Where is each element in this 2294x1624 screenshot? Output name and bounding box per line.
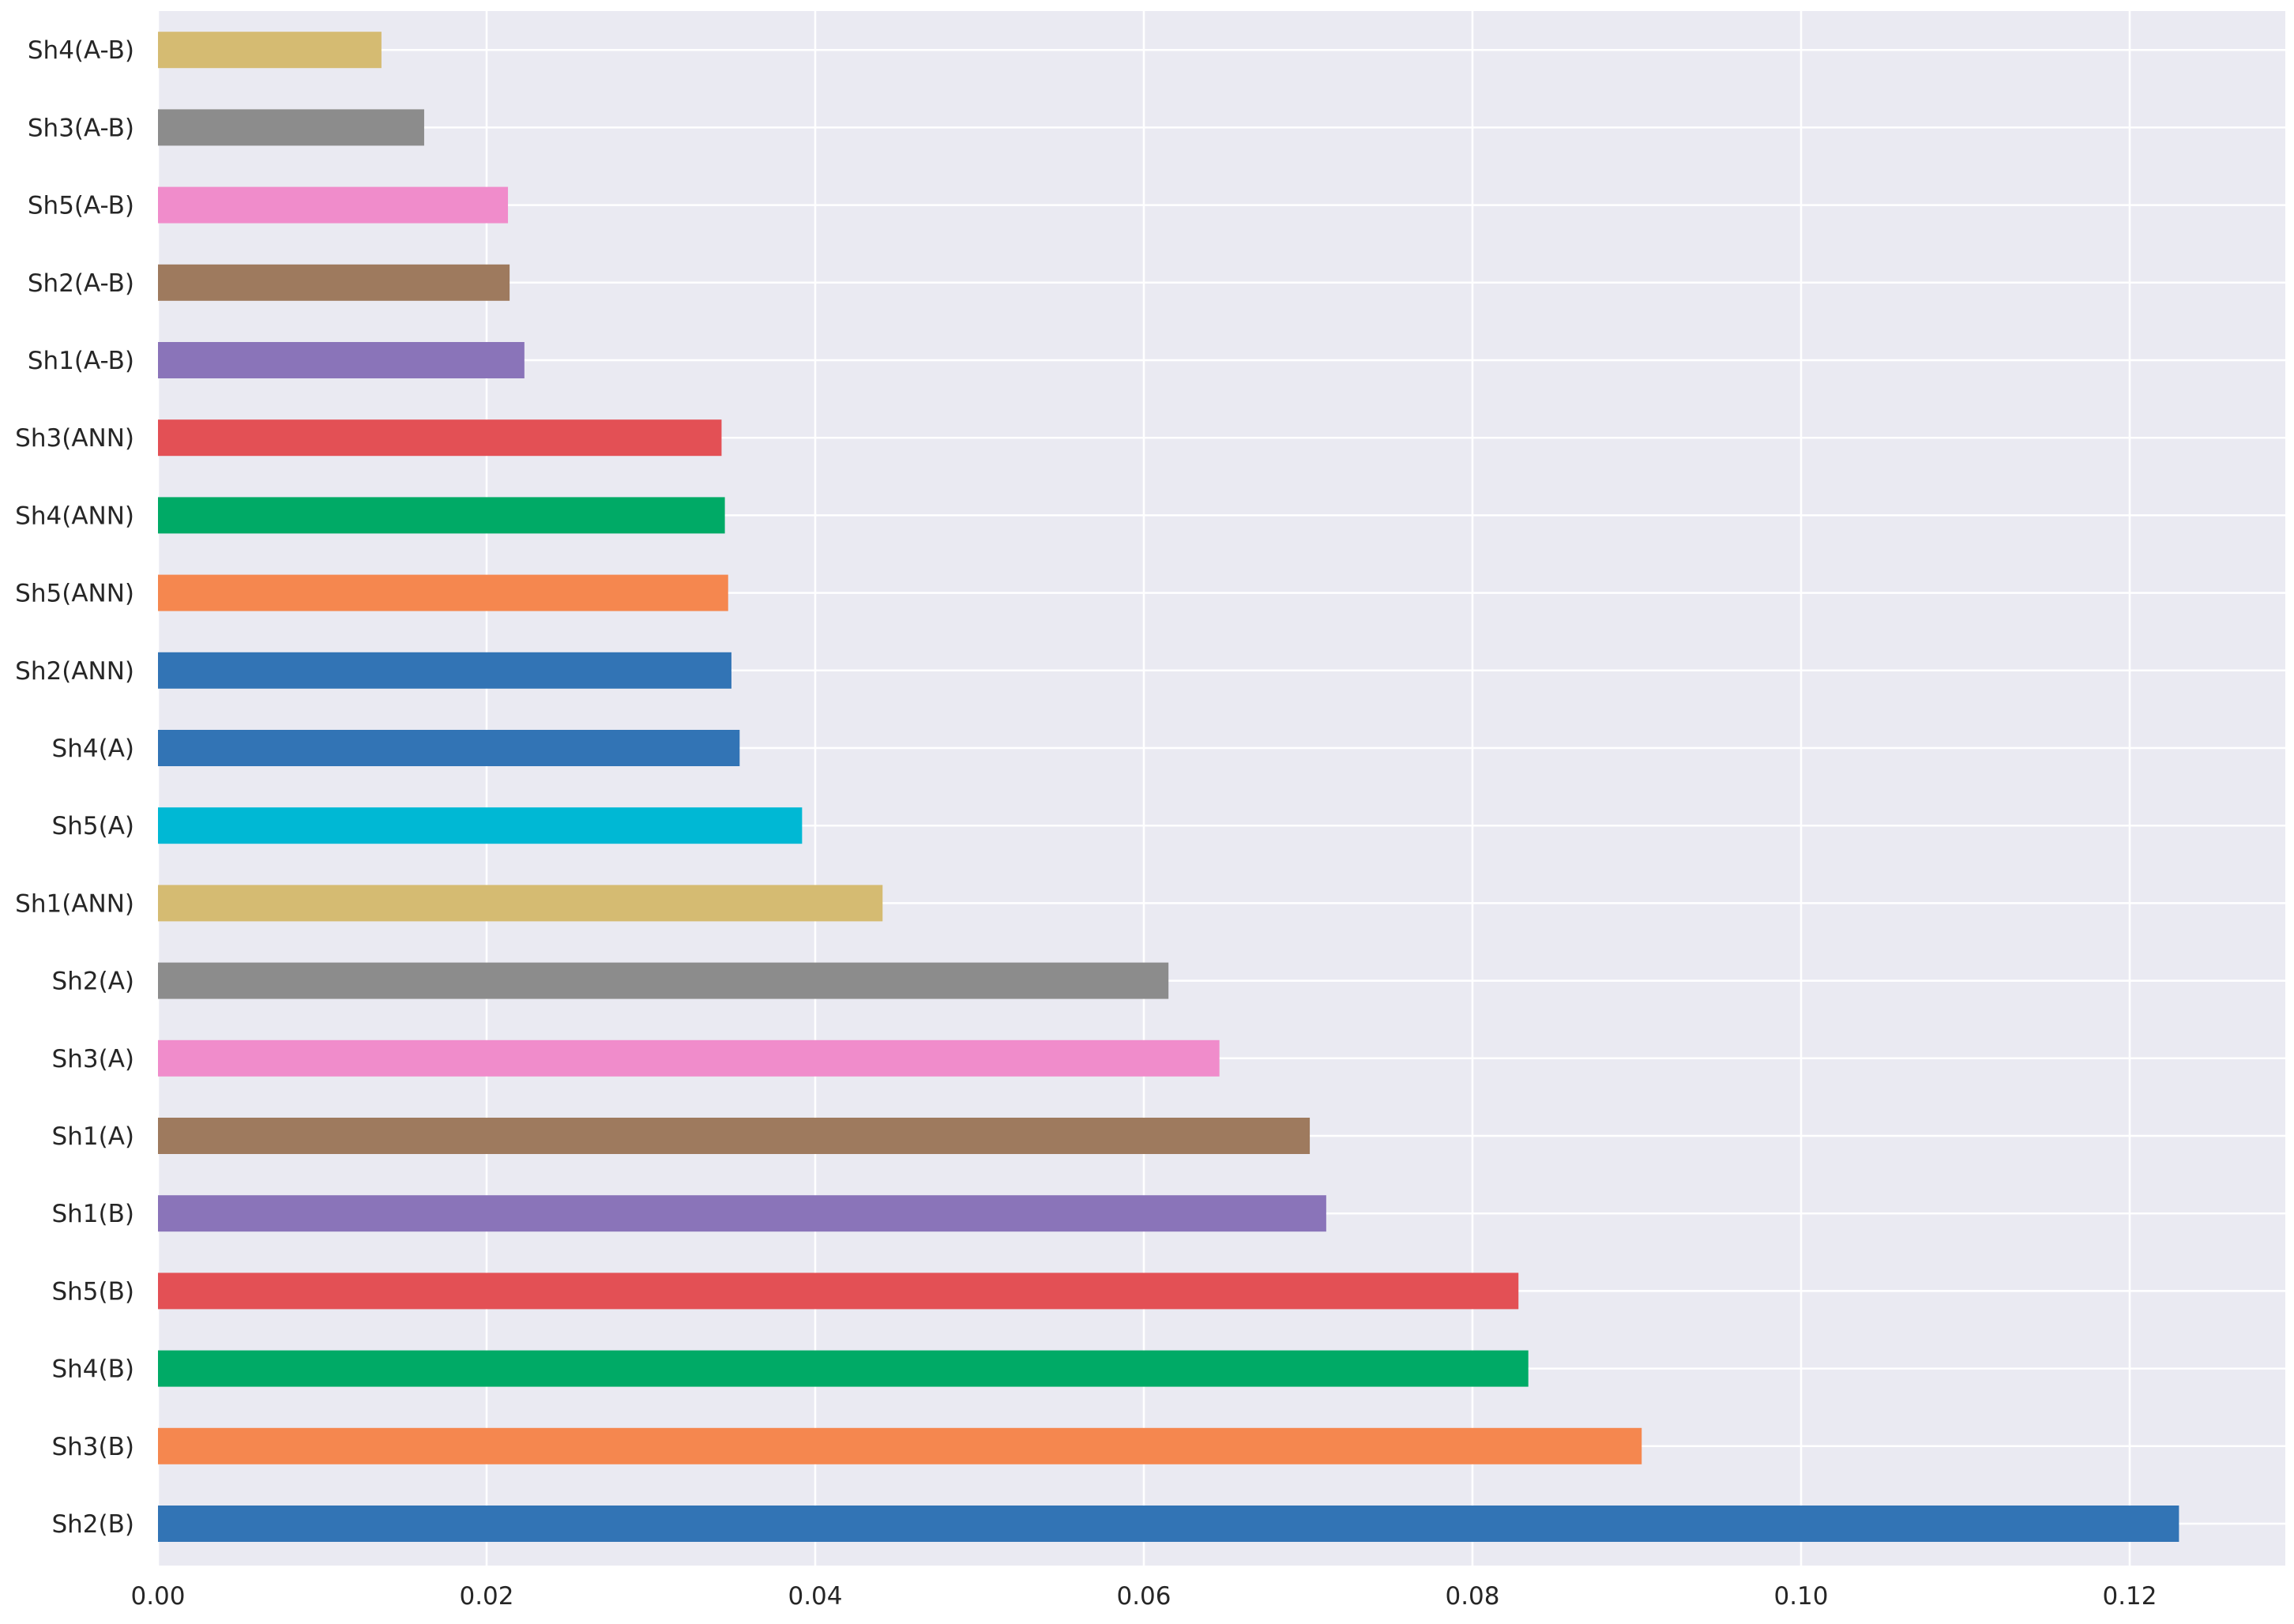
y-tick-label: Sh4(A) xyxy=(52,735,134,763)
y-tick-label: Sh3(A-B) xyxy=(28,114,134,142)
bar-sh2a-b xyxy=(158,264,510,301)
y-tick-label: Sh1(ANN) xyxy=(15,889,134,918)
y-tick-label: Sh1(B) xyxy=(51,1200,134,1228)
y-tick-label: Sh3(A) xyxy=(52,1045,134,1073)
bar-sh1ann xyxy=(158,885,883,922)
bar-sh2ann xyxy=(158,652,731,689)
x-tick-label: 0.12 xyxy=(2102,1582,2157,1611)
y-tick-label: Sh3(B) xyxy=(51,1433,134,1461)
y-tick-label: Sh5(A-B) xyxy=(28,192,134,220)
bar-sh3a xyxy=(158,1039,1220,1077)
bar-sh5a xyxy=(158,807,803,844)
x-tick-label: 0.02 xyxy=(459,1582,513,1611)
y-tick-label: Sh4(B) xyxy=(51,1355,134,1384)
y-tick-labels: Sh2(B) Sh3(B) Sh4(B) Sh5(B) Sh1(B) Sh1(A) Sh3(… xyxy=(15,36,134,1539)
bars xyxy=(158,32,2179,1542)
y-tick-label: Sh4(ANN) xyxy=(15,502,134,530)
y-tick-label: Sh1(A) xyxy=(52,1122,134,1151)
bar-sh4a-b xyxy=(158,32,382,69)
x-tick-label: 0.06 xyxy=(1116,1582,1171,1611)
y-tick-label: Sh2(B) xyxy=(51,1510,134,1539)
bar-sh3ann xyxy=(158,419,722,457)
bar-sh1b xyxy=(158,1195,1326,1232)
bar-sh2a xyxy=(158,962,1169,999)
bar-sh1a xyxy=(158,1118,1311,1154)
bar-sh5ann xyxy=(158,574,728,611)
x-tick-label: 0.00 xyxy=(130,1582,185,1611)
x-tick-label: 0.04 xyxy=(788,1582,842,1611)
x-tick-label: 0.10 xyxy=(1773,1582,1828,1611)
y-tick-label: Sh1(A-B) xyxy=(28,347,134,375)
x-tick-label: 0.08 xyxy=(1445,1582,1499,1611)
y-tick-label: Sh4(A-B) xyxy=(28,36,134,65)
bar-sh5b xyxy=(158,1273,1519,1310)
bar-sh3a-b xyxy=(158,109,424,146)
y-tick-label: Sh2(A) xyxy=(52,968,134,996)
x-tick-labels: 0.00 0.02 0.04 0.06 0.08 0.10 0.12 xyxy=(130,1582,2157,1611)
y-tick-label: Sh2(A-B) xyxy=(28,269,134,298)
bar-sh4ann xyxy=(158,497,725,534)
plot-area-background xyxy=(158,11,2285,1566)
y-tick-label: Sh3(ANN) xyxy=(15,424,134,453)
bar-sh1a-b xyxy=(158,342,525,378)
y-tick-label: Sh5(A) xyxy=(52,812,134,840)
bar-sh5a-b xyxy=(158,186,509,224)
bar-sh4b xyxy=(158,1350,1529,1387)
y-tick-label: Sh5(B) xyxy=(51,1277,134,1306)
y-tick-label: Sh5(ANN) xyxy=(15,580,134,608)
bar-sh3b xyxy=(158,1427,1642,1464)
bar-sh4a xyxy=(158,730,740,766)
bar-sh2b xyxy=(158,1506,2179,1542)
y-tick-label: Sh2(ANN) xyxy=(15,657,134,686)
